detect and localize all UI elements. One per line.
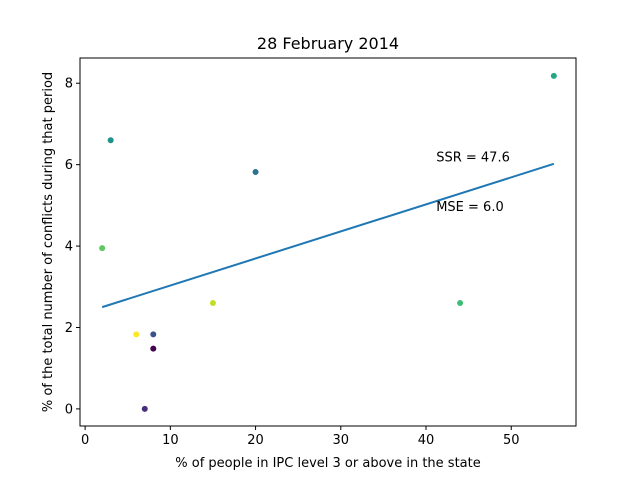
scatter-point-3	[141, 405, 148, 412]
x-tick-label: 30	[333, 433, 350, 448]
y-tick-label: 6	[65, 158, 73, 173]
x-axis-label: % of people in IPC level 3 or above in t…	[175, 456, 480, 471]
scatter-point-0	[99, 245, 106, 252]
scatter-point-4	[150, 331, 157, 338]
x-axis-ticks: 0 10 20 30 40 50	[81, 426, 520, 448]
regression-line	[101, 162, 555, 309]
y-tick-label: 8	[65, 77, 73, 92]
scatter-point-7	[252, 168, 259, 175]
scatter-point-9	[550, 72, 557, 79]
plot-marks	[99, 72, 557, 412]
y-tick-label: 4	[65, 240, 73, 255]
scatter-point-2	[133, 331, 140, 338]
y-tick-label: 0	[65, 402, 73, 417]
annotations: SSR = 47.6 MSE = 6.0	[436, 150, 510, 215]
y-axis-ticks: 0 2 4 6 8	[65, 77, 80, 417]
y-axis-label: % of the total number of conflicts durin…	[41, 72, 56, 412]
scatter-point-6	[209, 300, 216, 307]
annotation-0: SSR = 47.6	[436, 150, 510, 165]
scatter-point-8	[457, 300, 464, 307]
x-tick-label: 50	[503, 433, 520, 448]
chart-title: 28 February 2014	[257, 34, 399, 53]
axes-frame	[79, 57, 577, 427]
x-tick-label: 20	[247, 433, 264, 448]
x-tick-label: 10	[162, 433, 179, 448]
y-tick-label: 2	[65, 321, 73, 336]
annotation-1: MSE = 6.0	[436, 200, 504, 215]
scatter-point-1	[107, 137, 114, 144]
x-tick-label: 40	[418, 433, 435, 448]
scatter-point-5	[150, 345, 157, 352]
x-tick-label: 0	[81, 433, 89, 448]
